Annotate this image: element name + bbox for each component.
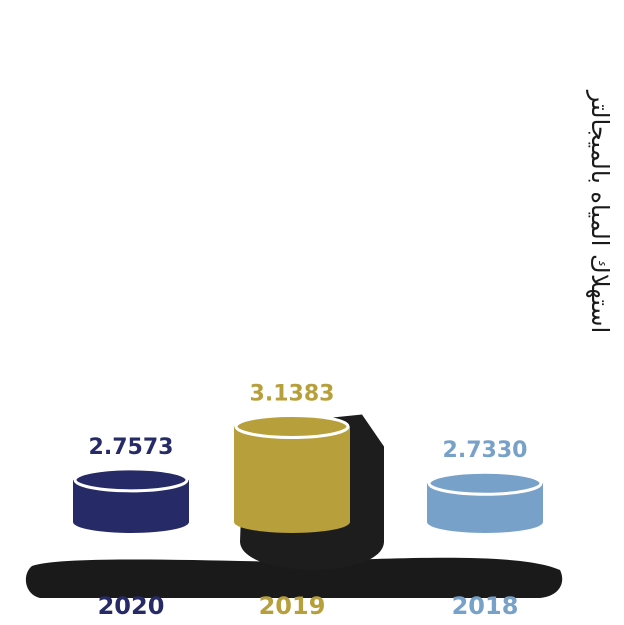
- bar-top-2018: [427, 470, 543, 496]
- bars: [73, 413, 543, 533]
- ground-shadow: [25, 557, 563, 598]
- y-axis-label: استهلاك المياه بالميجالتر: [586, 90, 614, 333]
- category-label-2018: 2018: [452, 592, 519, 620]
- bar-2018: [427, 483, 543, 533]
- bar-2020: [73, 479, 189, 533]
- bar-top-2019: [234, 413, 350, 439]
- bar-top-2020: [73, 467, 189, 493]
- value-label-2019: 3.1383: [250, 381, 335, 406]
- value-label-2020: 2.7573: [89, 435, 174, 460]
- category-label-2020: 2020: [98, 592, 165, 620]
- category-label-2019: 2019: [259, 592, 326, 620]
- value-labels: 2.7573 3.1383 2.7330: [89, 381, 528, 463]
- value-label-2018: 2.7330: [443, 438, 528, 463]
- bar-2019: [234, 426, 350, 533]
- category-labels: 2020 2019 2018: [98, 592, 519, 620]
